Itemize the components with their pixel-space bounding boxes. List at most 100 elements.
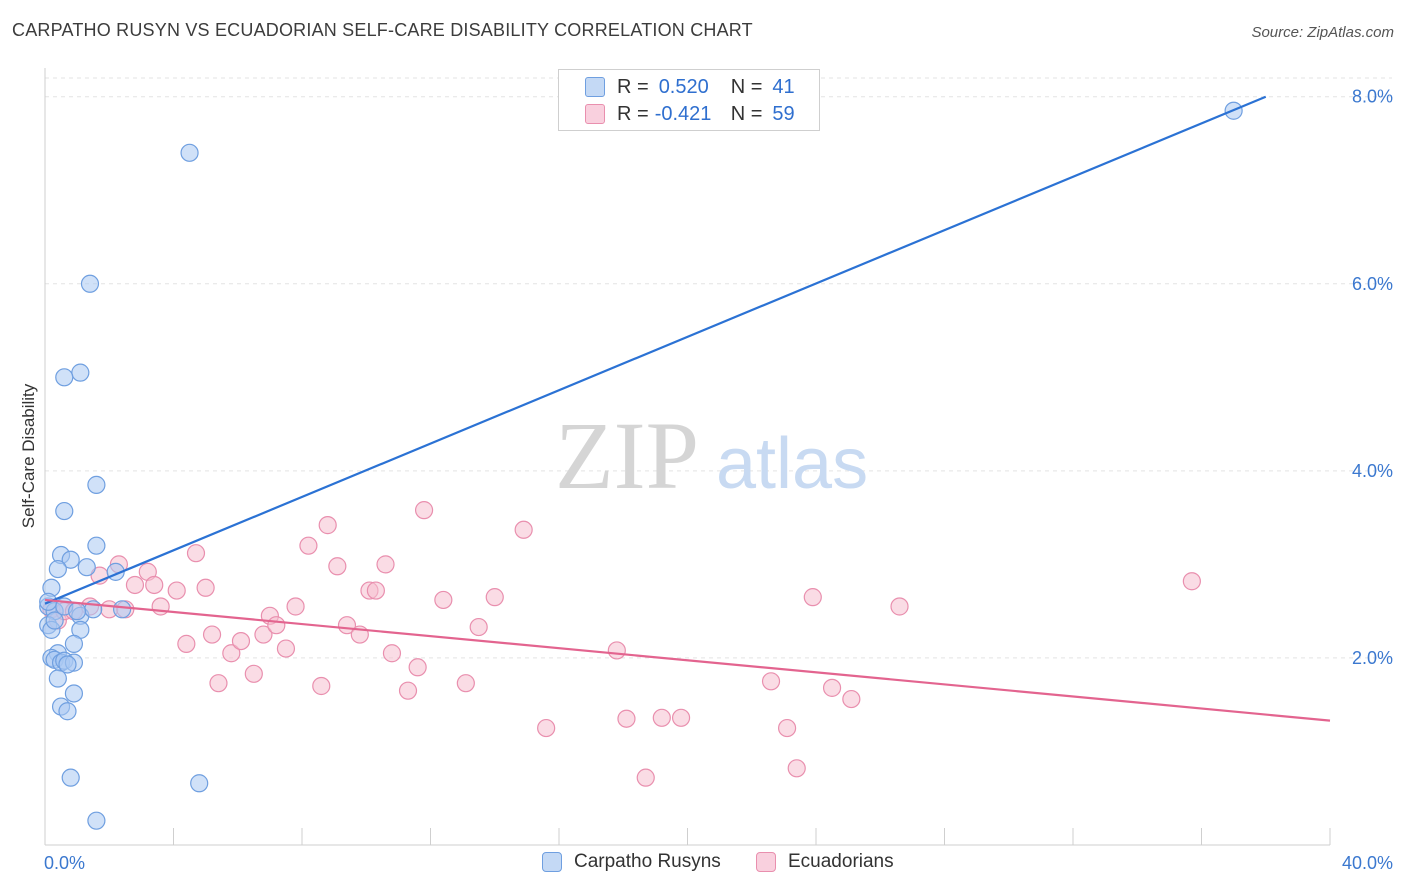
carpatho-rusyn-point: [48, 559, 67, 579]
ecuadorian-point: [803, 588, 822, 607]
ecuadorian-point: [652, 708, 671, 727]
watermark-atlas: atlas: [716, 424, 868, 504]
carpatho-rusyn-point: [61, 768, 80, 787]
chart-title: CARPATHO RUSYN VS ECUADORIAN SELF-CARE D…: [12, 20, 753, 40]
carpatho-rusyn-point: [64, 684, 84, 703]
legend-n-value: 59: [772, 102, 795, 125]
series-swatch-pink: [756, 852, 776, 872]
ecuadorian-point: [617, 709, 636, 728]
series-label-carpatho: Carpatho Rusyns: [574, 851, 721, 872]
legend-r-value: 0.520: [658, 75, 709, 98]
y-tick-label: 8.0%: [1352, 87, 1393, 107]
ecuadorian-point: [382, 644, 402, 663]
series-legend-ecuadorians[interactable]: Ecuadorians: [756, 851, 894, 873]
ecuadorian-point: [222, 644, 241, 663]
ecuadorian-point: [485, 588, 504, 607]
ecuadorian-point: [125, 575, 145, 595]
ecuadorian-point: [787, 759, 806, 778]
series-legend-carpatho[interactable]: Carpatho Rusyns: [542, 851, 721, 873]
ecuadorian-point: [514, 520, 533, 539]
legend-n-label: N =: [730, 102, 763, 125]
carpatho-rusyn-point: [48, 669, 67, 688]
carpatho-rusyn-point: [68, 602, 87, 621]
ecuadorian-point: [469, 617, 488, 637]
ecuadorian-point: [318, 516, 337, 535]
ecuadorian-point: [286, 597, 305, 616]
carpatho-rusyn-point: [87, 536, 106, 555]
carpatho-rusyn-point: [112, 600, 132, 619]
watermark-zip: ZIP: [555, 402, 699, 509]
legend-row-carpatho: R = 0.520 N = 41: [585, 74, 795, 100]
carpatho-rusyn-point: [77, 558, 96, 577]
carpatho-rusyn-point: [87, 811, 106, 830]
ecuadorian-point: [196, 578, 215, 597]
legend-r-label: R =: [617, 75, 649, 98]
ecuadorian-point: [822, 678, 842, 697]
ecuadorian-point: [408, 658, 427, 677]
ecuadorian-point: [177, 634, 196, 653]
legend-n-label: N =: [730, 75, 763, 98]
carpatho-rusyn-point: [180, 143, 199, 162]
ecuadorian-point: [209, 674, 228, 693]
ecuadorian-point: [231, 631, 251, 651]
ecuadorian-point: [890, 597, 909, 616]
ecuadorian-point: [276, 639, 296, 658]
carpatho-rusyn-point: [64, 634, 84, 653]
x-tick-label: 0.0%: [44, 853, 85, 873]
ecuadorian-point: [202, 625, 222, 644]
tick-labels: 2.0% 4.0% 6.0% 8.0% 0.0% 40.0%: [44, 87, 1393, 873]
x-tick-label: 40.0%: [1342, 853, 1393, 873]
legend-swatch-pink: [585, 104, 605, 124]
ecuadorian-point: [167, 581, 186, 600]
legend-n-value: 41: [772, 75, 795, 98]
ecuadorian-point: [299, 536, 318, 555]
legend-r-value: -0.421: [654, 102, 712, 125]
series-legend: Carpatho Rusyns Ecuadorians: [0, 851, 1406, 879]
ecuadorian-point: [328, 557, 347, 576]
ecuadorian-point: [537, 718, 556, 738]
carpatho-rusyn-point: [55, 368, 74, 387]
ecuadorian-point: [366, 581, 385, 600]
ecuadorians-points: [42, 501, 1201, 787]
series-label-ecuadorians: Ecuadorians: [788, 851, 894, 872]
carpatho-trend-line: [44, 95, 1267, 605]
ecuadorian-point: [761, 672, 781, 691]
y-tick-label: 2.0%: [1352, 648, 1393, 668]
ecuadorian-point: [312, 676, 331, 696]
ecuadorian-point: [414, 501, 434, 520]
ecuadorian-point: [398, 681, 418, 700]
carpatho-rusyn-point: [190, 774, 209, 793]
correlation-legend: R = 0.520 N = 41 R = -0.421 N = 59: [558, 69, 820, 131]
carpatho-rusyn-point: [87, 475, 106, 494]
ecuadorian-point: [376, 555, 395, 574]
ecuadorian-point: [671, 708, 691, 727]
carpatho-rusyns-points: [39, 101, 1243, 830]
trend-lines: [44, 95, 1331, 722]
ecuadorian-point: [434, 590, 453, 610]
ecuadorian-point: [777, 718, 797, 738]
ecuadorian-point: [145, 575, 164, 595]
ecuadorian-point: [267, 616, 286, 635]
ecuadorian-point: [842, 689, 861, 709]
watermark: ZIP atlas: [555, 402, 868, 509]
y-tick-label: 6.0%: [1352, 274, 1393, 294]
series-swatch-blue: [542, 852, 562, 872]
ecuadorian-point: [254, 625, 273, 644]
ecuadorian-trend-line: [44, 598, 1331, 722]
ecuadorian-point: [244, 664, 263, 683]
ecuadorian-point: [607, 641, 626, 660]
carpatho-rusyn-point: [58, 702, 77, 721]
gridlines: [45, 77, 1392, 659]
legend-swatch-blue: [585, 77, 605, 97]
y-tick-label: 4.0%: [1352, 461, 1393, 481]
carpatho-rusyn-point: [71, 363, 90, 382]
carpatho-rusyn-point: [45, 611, 64, 630]
ecuadorian-point: [456, 674, 475, 693]
y-axis-label: Self-Care Disability: [19, 383, 38, 528]
source-label: Source: ZipAtlas.com: [1251, 24, 1394, 41]
legend-row-ecuadorian: R = -0.421 N = 59: [585, 101, 795, 127]
carpatho-rusyn-point: [80, 274, 100, 293]
carpatho-rusyn-point: [61, 550, 80, 569]
legend-r-label: R =: [617, 102, 649, 125]
